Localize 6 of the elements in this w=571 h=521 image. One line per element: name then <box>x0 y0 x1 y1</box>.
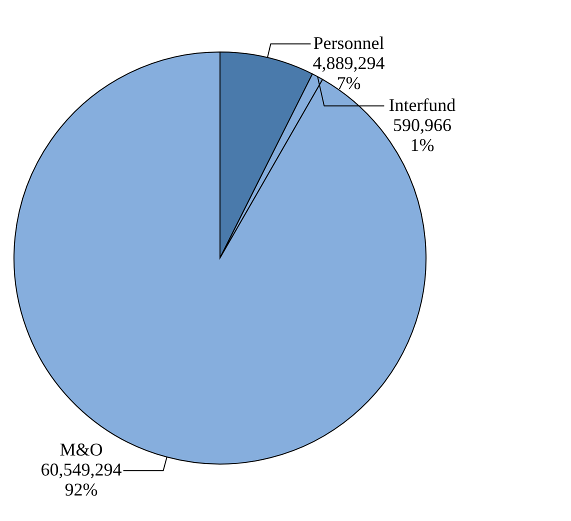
slice-label: Interfund <box>388 94 456 115</box>
data-label: 4,889,294 7% <box>312 52 385 93</box>
data-label: 590,966 1% <box>392 114 452 155</box>
slice-label: M&O <box>60 440 103 460</box>
slice-label: Personnel <box>313 32 384 53</box>
data-label: 60,549,294 92% <box>40 460 122 500</box>
